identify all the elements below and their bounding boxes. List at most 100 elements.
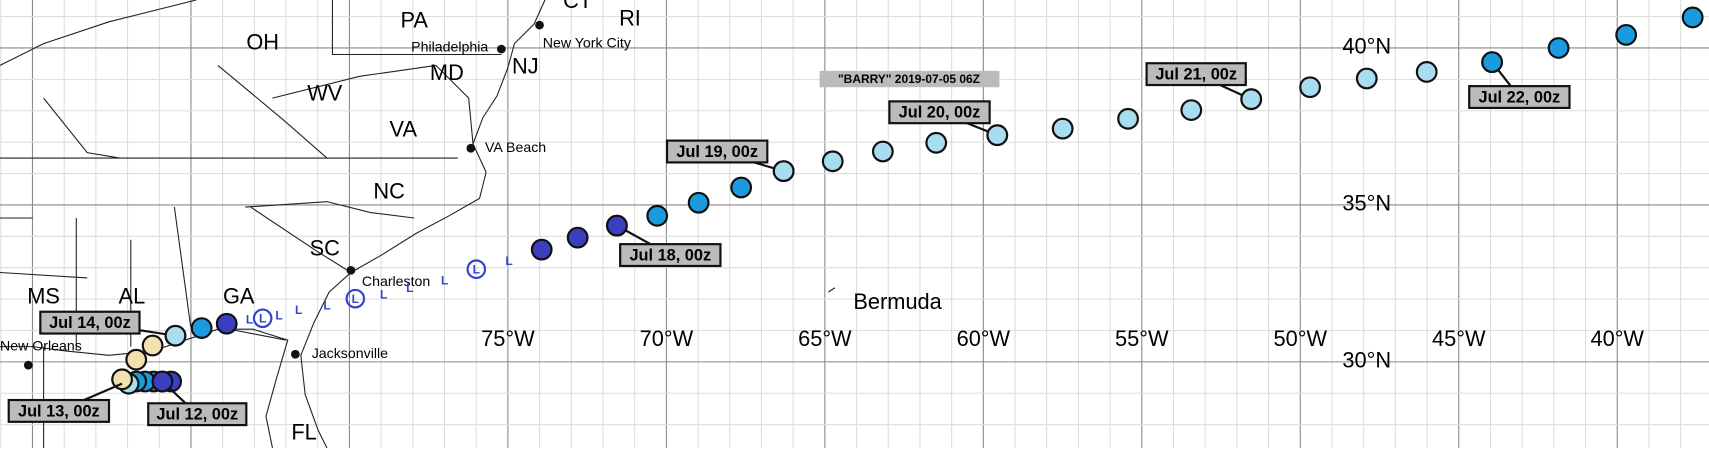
state-label: VA: [390, 117, 418, 142]
track-point: [1681, 6, 1704, 29]
date-label: Jul 22, 00z: [1479, 88, 1561, 106]
date-label: Jul 19, 00z: [676, 143, 758, 161]
date-label: Jul 14, 00z: [49, 314, 131, 332]
low-symbol: L: [275, 308, 282, 322]
city-label: VA Beach: [485, 140, 546, 156]
state-label: NJ: [512, 53, 539, 78]
low-symbol: L: [259, 312, 266, 326]
track-point: [141, 334, 164, 357]
low-symbol: L: [323, 298, 330, 312]
state-label: AL: [119, 283, 146, 308]
labels: 75°W 70°W 65°W 60°W 55°W 50°W 45°W 40°W 40°N 35°N…: [0, 0, 1644, 445]
longitude-label: 40°W: [1590, 326, 1644, 351]
track-point: [605, 214, 628, 237]
city-dot: [535, 20, 544, 30]
date-label: Jul 12, 00z: [156, 406, 238, 424]
state-label: FL: [291, 420, 316, 445]
date-label: Jul 21, 00z: [1155, 66, 1237, 84]
low-symbol: L: [473, 262, 480, 276]
city-dot: [466, 143, 476, 153]
track-point: [190, 317, 213, 339]
state-label: NC: [373, 179, 404, 204]
track-point: [821, 150, 844, 173]
state-label: CT: [563, 0, 592, 13]
place-label: Bermuda: [853, 289, 942, 314]
coastline: [300, 0, 546, 449]
longitude-label: 50°W: [1274, 326, 1328, 351]
track-point: [1299, 76, 1321, 99]
state-label: RI: [619, 5, 641, 30]
city-label: New Orleans: [0, 338, 82, 354]
city-label: Charleston: [362, 274, 430, 290]
date-label: Jul 20, 00z: [899, 104, 981, 122]
date-label-box: [1468, 85, 1571, 110]
track-point: [730, 176, 753, 199]
date-label: Jul 18, 00z: [629, 246, 711, 264]
longitude-label: 70°W: [640, 326, 694, 351]
track-point: [1051, 117, 1074, 140]
city-label: Philadelphia: [411, 40, 488, 56]
longitude-label: 65°W: [798, 326, 852, 351]
track-point: [566, 226, 589, 249]
date-label-box: [1145, 62, 1247, 87]
city-label: Jacksonville: [312, 346, 388, 362]
date-label-box: [665, 139, 769, 164]
longitude-label: 45°W: [1432, 326, 1486, 351]
state-borders: [0, 0, 502, 448]
city-dot: [346, 265, 356, 275]
track-point: [646, 204, 669, 227]
city-dot: [497, 44, 506, 54]
low-symbol: L: [295, 303, 302, 317]
state-label: SC: [310, 235, 340, 260]
track-point: [1240, 88, 1263, 111]
city-label: New York City: [543, 35, 632, 51]
low-symbol: L: [441, 273, 448, 287]
low-ring: [466, 259, 487, 280]
track-point: [986, 124, 1009, 147]
latitude-label: 35°N: [1342, 191, 1391, 216]
low-ring: [252, 308, 273, 329]
track-point: [772, 160, 795, 183]
low-symbol: L: [380, 288, 387, 302]
land-outlines: [0, 0, 836, 449]
state-label: OH: [246, 29, 279, 54]
low-ring: [345, 288, 366, 309]
longitude-label: 60°W: [957, 326, 1011, 351]
longitude-label: 75°W: [481, 326, 535, 351]
low-symbol: L: [505, 254, 512, 268]
date-label-box: [39, 310, 141, 335]
longitude-label: 55°W: [1115, 326, 1169, 351]
track-point: [215, 312, 238, 335]
low-symbol: L: [352, 292, 359, 306]
title-box: [819, 70, 1000, 88]
state-label: MS: [27, 283, 60, 308]
track-point: [164, 324, 187, 347]
state-label: GA: [223, 283, 255, 308]
state-label: WV: [307, 81, 343, 106]
low-symbol: L: [406, 281, 413, 295]
date-label-box: [7, 398, 111, 423]
city-dot: [291, 349, 300, 359]
track-point: [111, 368, 133, 391]
track-point: [1415, 61, 1438, 83]
latitude-label: 40°N: [1342, 34, 1391, 59]
track-point: [125, 348, 148, 371]
city-dot: [23, 360, 33, 370]
date-label-box: [147, 402, 248, 427]
date-label: Jul 13, 00z: [18, 402, 100, 420]
low-symbol: L: [246, 313, 253, 327]
latitude-label: 30°N: [1342, 348, 1391, 373]
date-label-box: [888, 100, 991, 125]
map-title: "BARRY" 2019-07-05 06Z: [838, 72, 980, 86]
track-point: [1615, 23, 1638, 46]
bermuda-island: [828, 287, 836, 293]
track-point: [925, 131, 948, 154]
date-label-box: [619, 243, 722, 268]
state-label: PA: [400, 8, 428, 33]
track-point: [1547, 37, 1570, 59]
track-point: [687, 191, 710, 214]
track-point: [1355, 67, 1378, 90]
